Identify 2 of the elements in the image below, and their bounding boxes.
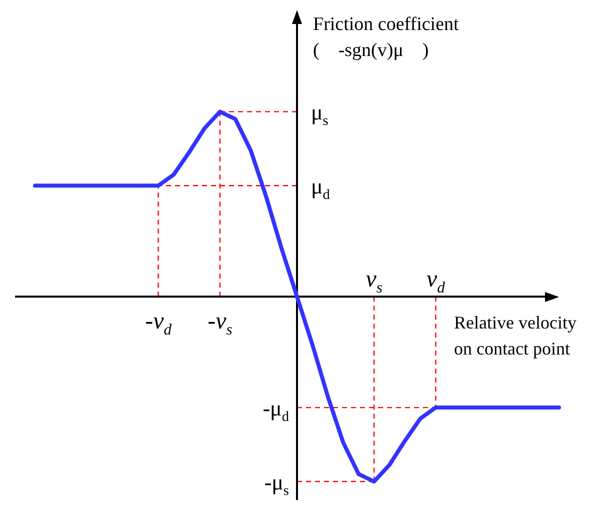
y-axis-title: Friction coefficient ( -sgn(v)μ ) <box>313 14 460 61</box>
x-axis-title: Relative velocity on contact point <box>454 312 576 359</box>
